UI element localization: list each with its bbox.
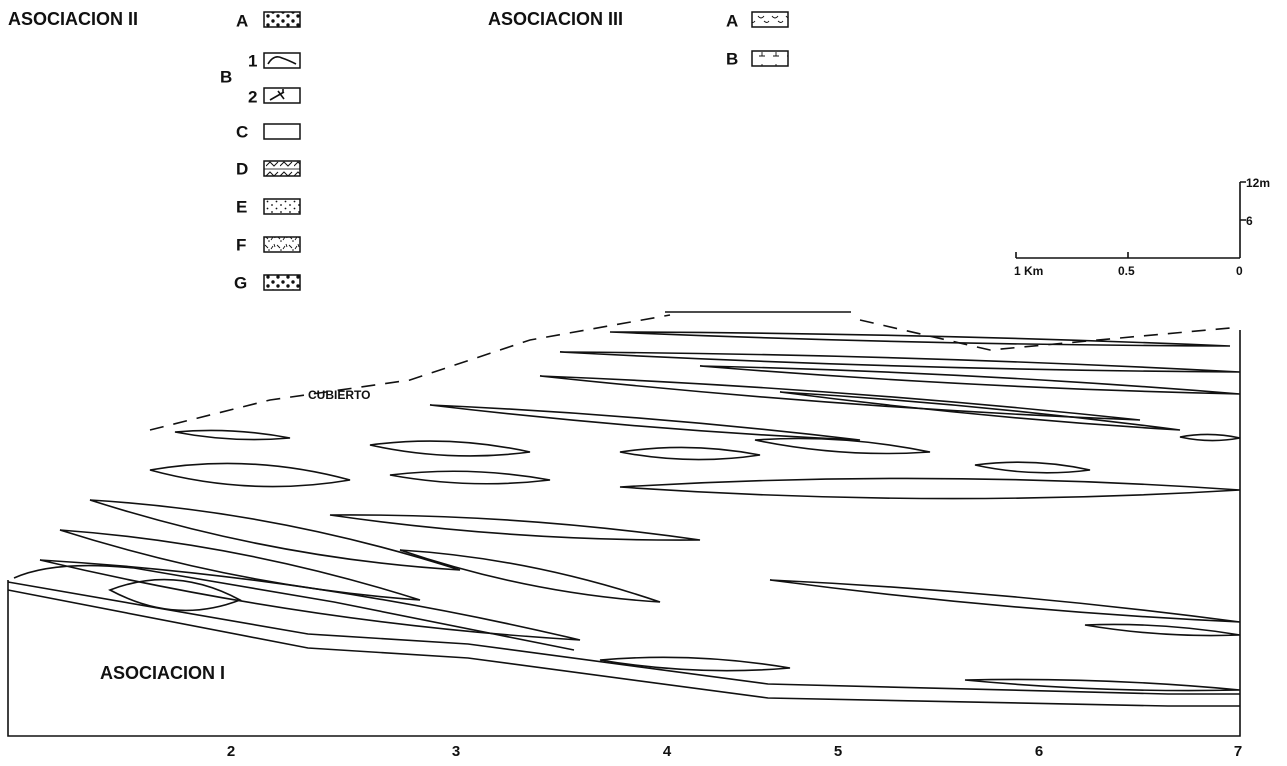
scale-label: 6 (1246, 214, 1253, 228)
legend-label: 2 (248, 87, 257, 106)
lens (755, 439, 930, 454)
geologic-section: ASOCIACION II A B 1 2 C D E F G ASOCIACI… (0, 0, 1287, 766)
lens (560, 352, 1240, 372)
lens (700, 366, 1240, 394)
lenses (40, 332, 1240, 691)
legend-label: A (236, 11, 248, 30)
lens (975, 462, 1090, 473)
lens (620, 447, 760, 459)
legend-swatch (752, 12, 788, 27)
legend-label: 1 (248, 51, 257, 70)
lens (780, 392, 1180, 430)
scale-label: 12m (1246, 176, 1270, 190)
axis-label: 5 (834, 743, 842, 760)
legend-swatch (264, 161, 300, 176)
legend-swatch (264, 53, 300, 68)
legend-label: D (236, 159, 248, 178)
axis-label: 7 (1234, 743, 1242, 760)
axis-label: 2 (227, 743, 235, 760)
lens (1180, 434, 1240, 440)
lens (620, 478, 1240, 498)
legend-swatch (264, 199, 300, 214)
legend-label: E (236, 197, 247, 216)
lens (90, 500, 460, 570)
lens (540, 376, 1140, 420)
lens (110, 580, 240, 611)
scale-label: 0.5 (1118, 264, 1135, 278)
lens (330, 515, 700, 540)
legend-swatch (264, 124, 300, 139)
legend-label: A (726, 11, 738, 30)
scale-label: 0 (1236, 264, 1243, 278)
section-label: ASOCIACION I (100, 663, 225, 683)
lens (770, 580, 1240, 622)
legend-label: C (236, 122, 248, 141)
axis-label: 6 (1035, 743, 1043, 760)
lens (400, 550, 660, 602)
bed-line (8, 590, 1240, 706)
lens (430, 405, 860, 440)
lens (965, 679, 1240, 690)
legend-title: ASOCIACION III (488, 9, 623, 29)
lens (150, 463, 350, 486)
lens (370, 441, 530, 456)
legend-label: B (726, 49, 738, 68)
legend-label: G (234, 273, 247, 292)
axis-label: 4 (663, 743, 672, 760)
legend-swatch (264, 237, 300, 252)
scale-bar (1016, 182, 1246, 258)
scale-label: 1 Km (1014, 264, 1043, 278)
legend-label: B (220, 67, 232, 86)
lens (600, 657, 790, 670)
legend-label: F (236, 235, 246, 254)
section-label: CUBIERTO (308, 388, 370, 402)
legend-swatch (752, 51, 788, 66)
legend-swatch (264, 12, 300, 27)
lens (40, 560, 580, 640)
lens (1085, 624, 1240, 635)
lens (390, 471, 550, 484)
lens (175, 430, 290, 439)
legend-swatch (264, 275, 300, 290)
axis-label: 3 (452, 743, 460, 760)
legend-title: ASOCIACION II (8, 9, 138, 29)
